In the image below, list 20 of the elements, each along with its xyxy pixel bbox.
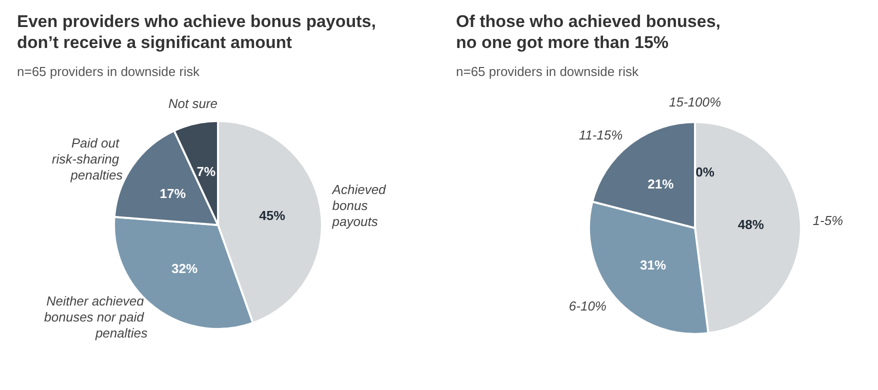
data-label: 48% <box>738 216 764 232</box>
slice-label: 6-10% <box>568 298 606 314</box>
category-label: 15-100% <box>668 94 722 110</box>
data-label: 21% <box>648 176 674 192</box>
data-label: 31% <box>640 258 666 273</box>
data-label: 45% <box>259 208 286 224</box>
slice-label: 1-5% <box>812 213 844 228</box>
data-label: 17% <box>160 186 186 202</box>
chart-subtitle: n=65 providers in downside risk <box>456 64 639 79</box>
chart-subtitle: n=65 providers in downside risk <box>17 64 200 79</box>
text: 0% <box>696 164 714 180</box>
data-label: 32% <box>172 261 198 276</box>
slice-label: Not sure <box>168 96 218 112</box>
data-label: 7% <box>196 164 216 179</box>
chart-title: Of those who achieved bonuses, no one got more than 15% <box>456 12 720 52</box>
chart-title: Even providers who achieve bonus payouts, don’t receive a significant amount <box>17 12 376 52</box>
slice-label: 11-15% <box>578 127 623 142</box>
slice-label: Neither achieved bonuses nor paid penalties <box>44 294 148 341</box>
slice-label: Achieved bonus payouts <box>331 182 390 229</box>
slice-label: Paid out risk-sharing penalties <box>52 135 124 182</box>
